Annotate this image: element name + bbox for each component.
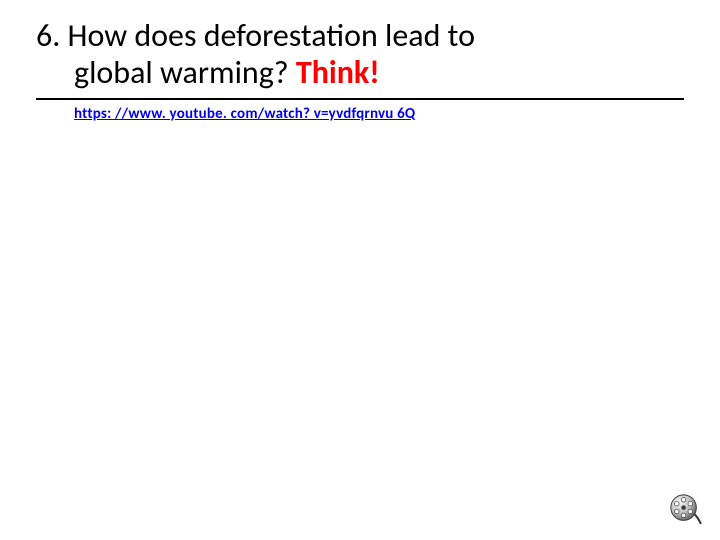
slide-title-line2: global warming? Think! — [36, 55, 684, 92]
slide-title: 6. How does deforestation lead to global… — [0, 18, 720, 92]
title-line1-text: How does deforestation lead to — [60, 16, 475, 55]
slide: 6. How does deforestation lead to global… — [0, 0, 720, 540]
video-link[interactable]: https: //www. youtube. com/watch? v=yvdf… — [74, 105, 415, 123]
title-line2-text: global warming? — [74, 53, 296, 92]
slide-title-line1: 6. How does deforestation lead to — [36, 18, 684, 55]
film-reel-icon — [668, 492, 702, 526]
video-link-row: https: //www. youtube. com/watch? v=yvdf… — [0, 100, 720, 123]
question-number: 6. — [36, 16, 60, 55]
think-emphasis: Think! — [296, 53, 380, 92]
